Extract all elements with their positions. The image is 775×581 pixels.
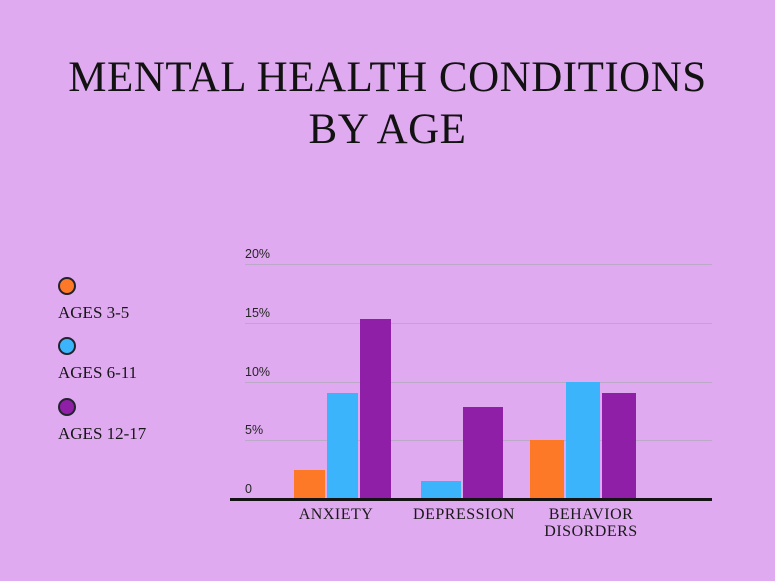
bar-ages-12-17-behavior-disorders [602, 393, 636, 499]
category-label-behavior-disorders: BEHAVIOR DISORDERS [544, 506, 638, 540]
y-tick-label-20: 20% [245, 247, 271, 261]
y-tick-label-10: 10% [245, 365, 271, 379]
legend-item-ages-3-5: AGES 3-5 [58, 277, 218, 321]
y-tick-label-15: 15% [245, 306, 271, 320]
x-axis-line [230, 498, 712, 501]
bar-ages-12-17-depression [463, 407, 503, 499]
gridline-15 [245, 323, 712, 324]
bar-ages-6-11-anxiety [327, 393, 358, 499]
legend-item-ages-6-11: AGES 6-11 [58, 337, 218, 381]
legend-label-ages-6-11: AGES 6-11 [58, 363, 138, 382]
bar-ages-6-11-behavior-disorders [566, 382, 600, 500]
page-title-line1: MENTAL HEALTH CONDITIONS [68, 54, 707, 101]
y-tick-label-5: 5% [245, 423, 264, 437]
legend-swatch-ages-12-17-icon [58, 398, 76, 416]
category-label-depression: DEPRESSION [413, 506, 515, 523]
y-tick-label-0: 0 [245, 482, 252, 496]
legend-label-ages-3-5: AGES 3-5 [58, 303, 130, 322]
gridline-20 [245, 264, 712, 265]
legend-label-ages-12-17: AGES 12-17 [58, 424, 147, 443]
bar-ages-3-5-behavior-disorders [530, 440, 564, 499]
legend-swatch-ages-6-11-icon [58, 337, 76, 355]
legend-swatch-ages-3-5-icon [58, 277, 76, 295]
page-title-line2: BY AGE [308, 106, 467, 154]
gridline-10 [245, 382, 712, 383]
category-label-anxiety: ANXIETY [298, 506, 374, 523]
bar-ages-6-11-depression [421, 481, 461, 499]
page-title: MENTAL HEALTH CONDITIONS BY AGE [0, 52, 775, 157]
legend-item-ages-12-17: AGES 12-17 [58, 398, 218, 442]
bar-ages-3-5-anxiety [294, 470, 325, 499]
bar-ages-12-17-anxiety [360, 319, 391, 499]
